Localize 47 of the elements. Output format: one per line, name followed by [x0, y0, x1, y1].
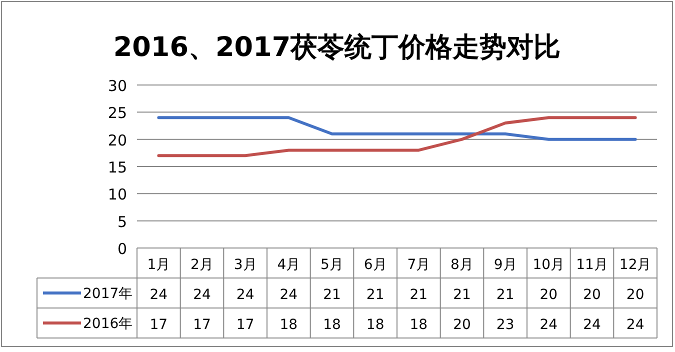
x-tick-label: 10月 [532, 257, 565, 273]
data-label: 17 [150, 317, 168, 333]
data-label: 20 [540, 287, 558, 303]
chart-title: 2016、2017茯苓统丁价格走势对比 [113, 32, 561, 63]
data-label: 17 [236, 317, 254, 333]
data-label: 21 [453, 287, 471, 303]
x-tick-label: 8月 [450, 257, 474, 273]
data-label: 18 [323, 317, 341, 333]
x-tick-label: 11月 [576, 257, 608, 273]
data-label: 17 [193, 317, 211, 333]
data-label: 18 [280, 317, 298, 333]
x-tick-label: 5月 [320, 257, 344, 273]
data-label: 24 [193, 287, 211, 303]
y-tick-label: 25 [108, 104, 127, 122]
data-label: 18 [410, 317, 428, 333]
x-tick-label: 6月 [364, 257, 387, 273]
data-label: 18 [366, 317, 384, 333]
y-tick-label: 20 [108, 131, 127, 150]
y-tick-label: 10 [108, 186, 127, 204]
x-tick-label: 7月 [407, 257, 430, 273]
data-label: 20 [583, 287, 601, 303]
data-label: 20 [626, 287, 644, 303]
x-tick-label: 3月 [234, 257, 257, 273]
data-label: 24 [626, 317, 644, 333]
x-tick-label: 2月 [190, 257, 214, 273]
line-series [157, 116, 637, 158]
data-label: 23 [496, 317, 514, 333]
data-label: 24 [583, 317, 601, 333]
data-label: 21 [410, 287, 428, 303]
x-tick-label: 12月 [619, 257, 652, 273]
x-tick-label: 4月 [277, 257, 300, 273]
legend-label: 2016年 [83, 316, 133, 332]
data-label: 21 [496, 287, 514, 303]
x-tick-label: 9月 [494, 257, 517, 273]
y-tick-label: 15 [108, 158, 127, 176]
legend-label: 2017年 [83, 286, 133, 302]
y-tick-label: 30 [108, 77, 127, 95]
data-label: 21 [323, 287, 341, 303]
y-tick-label: 0 [117, 240, 127, 258]
data-label: 24 [280, 287, 298, 303]
data-label: 24 [540, 317, 558, 333]
data-label: 24 [150, 287, 168, 303]
data-label: 21 [366, 287, 384, 303]
data-label: 24 [236, 287, 254, 303]
data-label: 20 [453, 317, 471, 333]
y-tick-label: 5 [117, 212, 127, 231]
x-tick-label: 1月 [147, 257, 170, 273]
